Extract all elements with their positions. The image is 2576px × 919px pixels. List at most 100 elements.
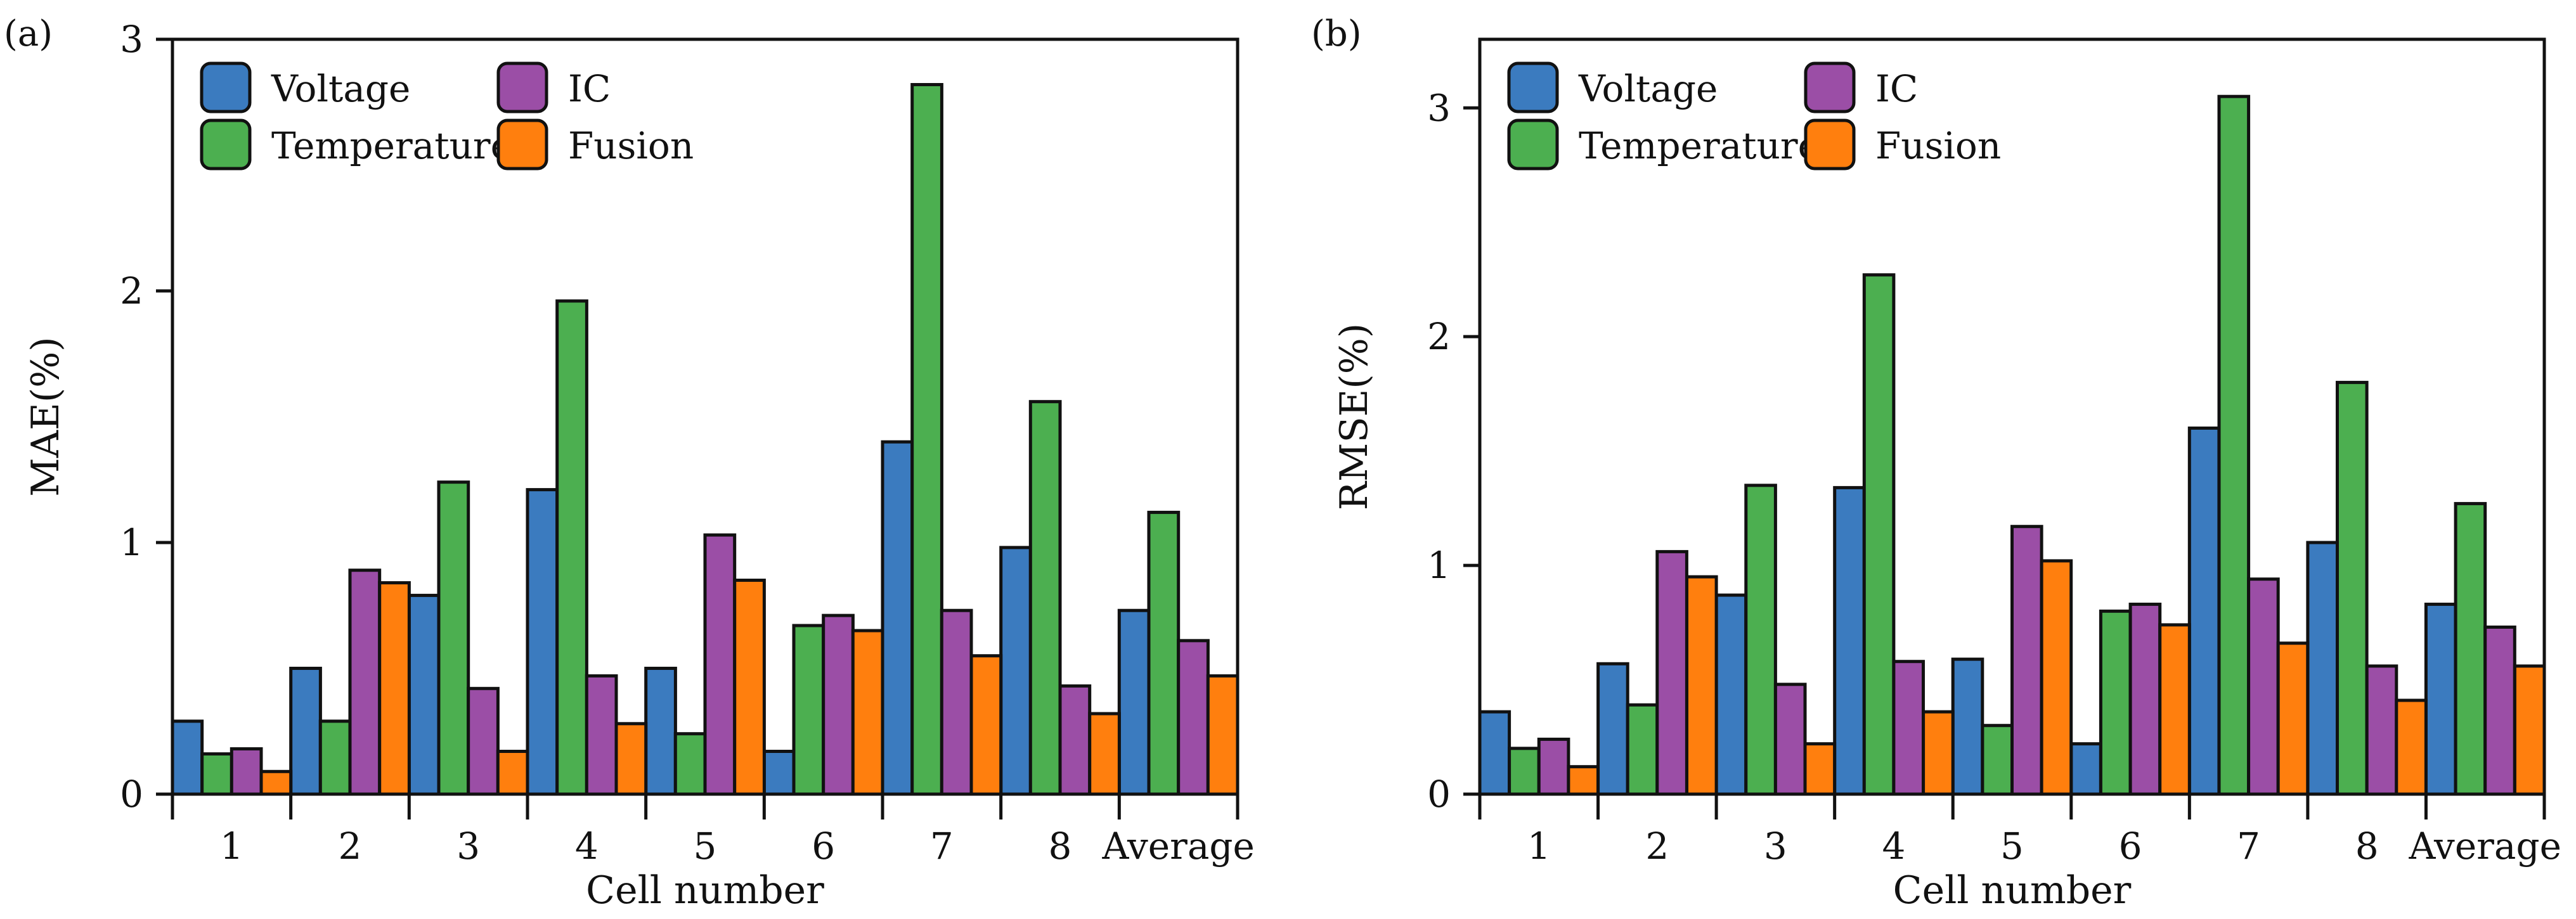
bar-ic-7	[940, 608, 973, 796]
x-tick-label: 7	[2237, 825, 2260, 868]
x-tick-label: 5	[2000, 825, 2024, 868]
y-tick-label: 0	[120, 773, 143, 816]
legend-swatch-voltage	[1507, 61, 1559, 113]
bar-voltage-1	[1478, 710, 1511, 796]
bar-voltage-2	[289, 667, 322, 796]
y-tick-label: 2	[1427, 315, 1451, 358]
bar-ic-6	[2128, 602, 2162, 796]
y-tick-label: 2	[120, 269, 143, 312]
bar-fusion-average	[1206, 674, 1239, 796]
legend-swatch-ic	[496, 61, 548, 113]
bar-fusion-8	[2395, 698, 2428, 796]
bar-ic-average	[1177, 639, 1210, 796]
bar-voltage-2	[1596, 662, 1629, 796]
bar-voltage-8	[999, 546, 1032, 796]
bar-temperature-8	[1028, 400, 1062, 796]
bar-ic-average	[2483, 626, 2516, 796]
x-tick-label: 2	[1645, 825, 1669, 868]
y-tick-label: 1	[1427, 544, 1451, 587]
x-tick-label: 4	[1882, 825, 1905, 868]
bar-fusion-5	[733, 579, 766, 796]
bar-ic-2	[348, 569, 382, 796]
bar-voltage-1	[171, 719, 204, 796]
bar-temperature-4	[555, 299, 588, 796]
plot-frame	[171, 37, 1239, 796]
bar-ic-4	[585, 674, 618, 796]
bar-ic-5	[703, 533, 737, 796]
bar-fusion-7	[969, 654, 1003, 796]
legend-label-voltage: Voltage	[1578, 67, 1718, 110]
bar-temperature-5	[1981, 724, 2014, 796]
x-axis-label: Cell number	[1893, 868, 2132, 913]
bar-voltage-3	[407, 593, 441, 796]
legend-label-voltage: Voltage	[271, 67, 410, 110]
x-tick-label: Average	[1101, 825, 1254, 868]
bar-fusion-1	[259, 769, 293, 796]
bar-fusion-2	[378, 581, 411, 796]
bar-ic-5	[2010, 525, 2043, 796]
bar-ic-8	[1058, 684, 1092, 796]
bar-ic-3	[1773, 683, 1807, 796]
legend-label-fusion: Fusion	[1875, 124, 2001, 167]
y-tick-label: 3	[120, 18, 143, 61]
legend: Voltage Temperature IC Fusion	[200, 61, 694, 170]
bar-temperature-5	[673, 732, 707, 796]
bar-fusion-4	[1922, 710, 1955, 796]
bar-voltage-6	[2069, 742, 2102, 796]
bar-fusion-8	[1088, 712, 1121, 796]
bar-temperature-2	[1626, 703, 1659, 796]
bar-temperature-8	[2336, 380, 2369, 796]
bar-voltage-6	[762, 750, 796, 796]
bar-fusion-average	[2513, 664, 2546, 796]
bar-fusion-3	[1803, 742, 1837, 796]
legend-label-ic: IC	[1875, 67, 1918, 110]
bar-temperature-6	[2099, 609, 2132, 796]
bar-temperature-7	[910, 83, 943, 796]
legend: Voltage Temperature IC Fusion	[1507, 61, 2001, 170]
bar-fusion-2	[1685, 575, 1718, 796]
x-tick-label: 6	[2119, 825, 2142, 868]
x-tick-label: 8	[2355, 825, 2379, 868]
bar-ic-4	[1892, 660, 1925, 796]
x-tick-label: Average	[2409, 825, 2561, 868]
x-tick-label: 6	[812, 825, 835, 868]
y-axis-label: RMSE(%)	[1332, 323, 1376, 510]
bar-temperature-average	[2454, 502, 2487, 796]
bar-voltage-7	[881, 440, 914, 796]
chart-panel-1: 0 1 2 3 1 2 3 4 5 6 7 8 Average Cell number MAE(%) (a) V…	[4, 13, 1255, 913]
bar-fusion-6	[2158, 623, 2191, 796]
bar-ic-7	[2247, 577, 2280, 796]
x-tick-label: 2	[339, 825, 362, 868]
legend-label-fusion: Fusion	[568, 124, 694, 167]
bar-voltage-average	[1117, 608, 1151, 796]
bar-ic-3	[467, 686, 500, 796]
legend-swatch-ic	[1804, 61, 1856, 113]
bar-fusion-7	[2276, 641, 2310, 796]
x-axis-label: Cell number	[586, 868, 824, 913]
y-tick-label: 1	[120, 521, 143, 564]
bar-ic-6	[822, 614, 855, 796]
bar-temperature-2	[318, 719, 352, 796]
panel-label: (b)	[1311, 13, 1362, 55]
x-tick-label: 4	[575, 825, 599, 868]
bar-ic-1	[230, 747, 263, 796]
x-tick-label: 1	[1527, 825, 1551, 868]
y-axis-label: MAE(%)	[23, 337, 68, 496]
bar-temperature-6	[792, 624, 825, 796]
x-tick-label: 8	[1049, 825, 1072, 868]
bar-ic-1	[1537, 737, 1570, 796]
bar-temperature-1	[1508, 747, 1541, 796]
bar-fusion-3	[496, 750, 529, 796]
legend-swatch-voltage	[200, 61, 252, 113]
bar-temperature-average	[1147, 510, 1181, 796]
bar-fusion-1	[1567, 765, 1600, 796]
bar-voltage-average	[2424, 602, 2457, 796]
plot-frame	[1478, 37, 2546, 796]
bar-voltage-7	[2187, 427, 2221, 796]
bar-voltage-5	[1951, 657, 1984, 796]
bar-temperature-4	[1862, 273, 1896, 796]
panel-label: (a)	[4, 13, 53, 55]
bar-voltage-5	[644, 667, 677, 796]
